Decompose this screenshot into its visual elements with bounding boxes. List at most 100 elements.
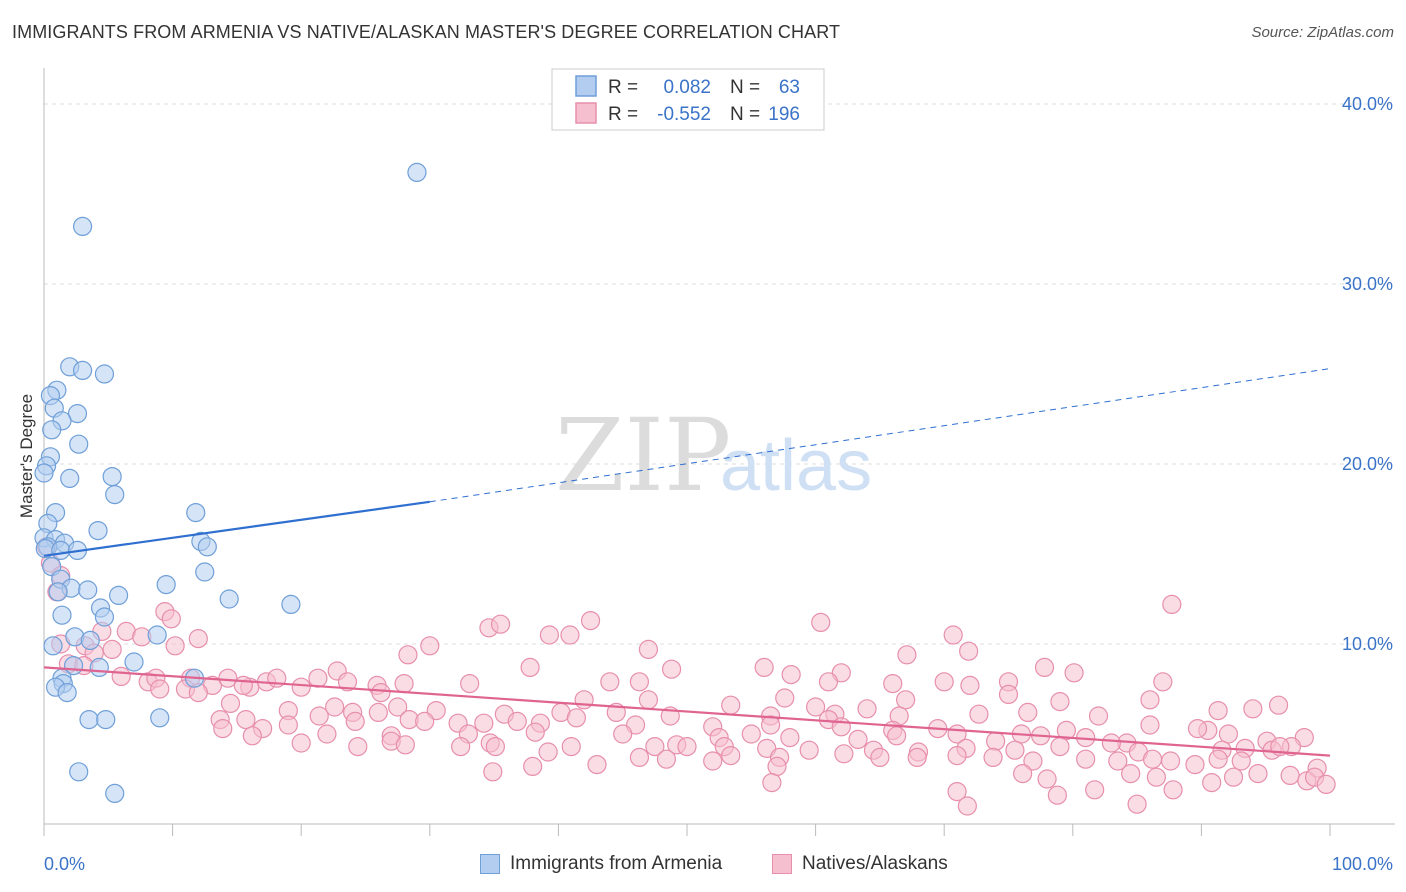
- natives-point: [165, 636, 185, 656]
- legend-item-natives: Natives/Alaskans: [772, 850, 948, 878]
- natives-point: [483, 762, 503, 782]
- natives-point: [629, 672, 650, 692]
- natives-point: [1127, 794, 1147, 814]
- armenia-point: [195, 562, 215, 582]
- armenia-point: [105, 783, 125, 804]
- legend-swatch-blue: [575, 75, 597, 97]
- natives-point: [474, 713, 494, 733]
- armenia-point: [78, 580, 98, 600]
- natives-trend-line: [43, 666, 1331, 757]
- watermark: ZIP atlas: [555, 397, 872, 514]
- armenia-point: [186, 502, 206, 523]
- natives-point: [451, 736, 471, 757]
- legend-swatch-natives: [772, 854, 792, 874]
- natives-point: [1223, 767, 1244, 787]
- natives-point: [957, 796, 977, 816]
- source-label: Source: ZipAtlas.com: [1251, 24, 1394, 41]
- natives-point: [870, 747, 890, 768]
- natives-point: [638, 690, 659, 710]
- x-tick-label: 0.0%: [44, 854, 85, 874]
- legend-swatch-armenia: [480, 854, 500, 874]
- natives-point: [580, 610, 601, 631]
- natives-point: [1248, 763, 1268, 784]
- armenia-trend-extension: [429, 368, 1331, 503]
- natives-point: [150, 679, 170, 699]
- natives-point: [308, 668, 328, 688]
- armenia-point: [72, 360, 93, 380]
- natives-point: [1231, 751, 1251, 771]
- natives-point: [1050, 736, 1070, 757]
- natives-point: [1218, 724, 1239, 744]
- natives-point: [887, 726, 907, 746]
- natives-point: [420, 636, 440, 656]
- armenia-points: [34, 162, 427, 804]
- y-tick-labels: 10.0% 20.0% 30.0% 40.0%: [1342, 94, 1393, 654]
- natives-points: [36, 537, 1336, 816]
- armenia-point: [150, 708, 170, 728]
- natives-point: [811, 612, 831, 633]
- natives-point: [1013, 763, 1033, 784]
- grid-lines: [44, 103, 1395, 645]
- natives-point: [1140, 715, 1160, 735]
- natives-point: [368, 702, 388, 723]
- natives-point: [394, 673, 414, 694]
- natives-point: [111, 666, 131, 687]
- natives-point: [1047, 785, 1067, 805]
- natives-point: [762, 772, 782, 793]
- legend-n-label: N =: [730, 77, 760, 98]
- natives-point: [561, 736, 581, 757]
- natives-point: [371, 682, 391, 703]
- natives-point: [1140, 690, 1160, 710]
- natives-point: [960, 675, 980, 696]
- watermark-zip: ZIP: [555, 397, 731, 514]
- natives-point: [291, 733, 311, 753]
- natives-point: [767, 756, 787, 777]
- natives-point: [831, 717, 851, 737]
- legend-item-armenia: Immigrants from Armenia: [480, 850, 722, 878]
- natives-point: [947, 745, 967, 766]
- natives-point: [538, 742, 558, 762]
- natives-point: [818, 672, 839, 692]
- natives-point: [233, 675, 253, 696]
- natives-point: [638, 639, 659, 660]
- natives-point: [1160, 751, 1181, 771]
- legend-r-label: R =: [608, 77, 638, 98]
- natives-point: [242, 726, 262, 746]
- natives-point: [907, 747, 927, 768]
- axes: [43, 68, 1395, 836]
- natives-point: [781, 664, 801, 685]
- natives-point: [1056, 720, 1076, 741]
- natives-point: [348, 736, 368, 757]
- y-tick-label: 20.0%: [1342, 454, 1393, 474]
- natives-point: [1163, 780, 1183, 800]
- natives-point: [388, 697, 408, 717]
- natives-point: [1064, 663, 1084, 683]
- y-tick-label: 30.0%: [1342, 274, 1393, 294]
- natives-point: [1162, 594, 1182, 615]
- armenia-point: [94, 607, 115, 627]
- natives-point: [969, 704, 989, 724]
- natives-point: [721, 695, 741, 715]
- natives-point: [490, 614, 511, 634]
- armenia-point: [60, 468, 80, 488]
- natives-point: [848, 729, 868, 750]
- armenia-point: [407, 162, 427, 182]
- natives-point: [600, 672, 620, 692]
- armenia-point: [69, 762, 89, 782]
- natives-point: [278, 715, 298, 735]
- natives-point: [1037, 769, 1057, 789]
- natives-point: [613, 724, 633, 744]
- armenia-point: [88, 520, 108, 541]
- natives-point: [703, 751, 723, 771]
- armenia-trend-line: [43, 500, 430, 557]
- natives-point: [395, 735, 415, 755]
- natives-point: [1280, 765, 1300, 786]
- armenia-point: [43, 636, 63, 656]
- armenia-point: [67, 404, 88, 424]
- x-tick-label: 100.0%: [1332, 854, 1393, 874]
- natives-point: [754, 657, 774, 678]
- natives-point: [337, 672, 358, 692]
- natives-point: [677, 736, 697, 757]
- natives-point: [983, 747, 1003, 768]
- natives-point: [415, 711, 435, 732]
